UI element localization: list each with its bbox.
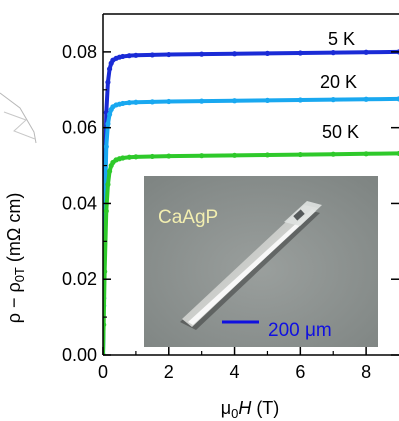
data-point: [264, 152, 271, 158]
x-tick-label: 8: [361, 362, 371, 382]
series-layer: [103, 49, 399, 355]
crystal-photo-inset: CaAgP 200 μm: [144, 176, 378, 347]
data-point: [126, 53, 132, 59]
series-line: [103, 49, 399, 355]
data-point: [330, 97, 336, 103]
data-point: [231, 152, 238, 158]
data-point: [133, 154, 139, 160]
data-point: [105, 181, 111, 188]
data-point: [396, 150, 399, 157]
y-tick-label: 0.00: [62, 345, 97, 365]
curve-label-50k: 50 K: [322, 122, 359, 142]
series-20k: [103, 96, 399, 355]
y-tick-label: 0.04: [62, 193, 97, 213]
scale-bar-label: 200 μm: [268, 320, 332, 341]
data-point: [149, 153, 155, 160]
x-tick-label: 2: [164, 362, 174, 382]
data-point: [106, 168, 113, 174]
data-point: [363, 96, 369, 102]
data-point: [199, 98, 205, 104]
data-point: [330, 50, 336, 56]
data-point: [103, 269, 108, 275]
data-point: [166, 98, 172, 105]
x-tick-label: 6: [295, 362, 305, 382]
data-point: [133, 52, 139, 58]
data-point: [297, 151, 303, 158]
data-point: [103, 208, 109, 214]
adjacent-panel-fragment: [0, 92, 37, 144]
data-point: [297, 97, 303, 103]
curve-label-20k: 20 K: [320, 72, 357, 92]
data-point: [103, 322, 107, 328]
data-point: [199, 153, 205, 159]
data-point: [166, 51, 172, 58]
y-axis-title: ρ − ρ0T (mΩ cm): [4, 193, 27, 324]
ticks-layer: 0 2 4 6 8 0.00 0.02 0.04 0.06 0.08: [62, 42, 399, 382]
x-tick-label: 4: [230, 362, 240, 382]
series-line: [103, 96, 399, 355]
inset-material-label: CaAgP: [158, 207, 218, 228]
data-point: [133, 99, 139, 105]
series-line: [103, 151, 399, 355]
data-point: [264, 97, 271, 103]
data-point: [396, 96, 399, 102]
data-point: [231, 51, 238, 57]
data-point: [264, 50, 271, 57]
data-point: [363, 49, 369, 55]
data-point: [363, 151, 369, 157]
data-point: [120, 155, 126, 161]
data-point: [149, 52, 155, 58]
y-tick-label: 0.08: [62, 42, 97, 62]
data-point: [199, 51, 205, 57]
y-tick-label: 0.06: [62, 118, 97, 138]
curve-label-5k: 5 K: [328, 29, 355, 49]
data-point: [166, 153, 172, 159]
data-point: [106, 111, 113, 118]
data-point: [231, 98, 238, 104]
data-point: [103, 144, 109, 150]
data-point: [330, 151, 336, 157]
series-50k: [103, 150, 399, 355]
data-point: [149, 99, 155, 105]
data-point: [105, 121, 111, 127]
data-point: [106, 66, 113, 72]
data-point: [120, 53, 126, 60]
data-point: [126, 154, 132, 160]
data-point: [126, 100, 132, 106]
crystal-image: [180, 201, 322, 330]
data-point: [297, 50, 303, 56]
x-tick-label: 0: [98, 362, 108, 382]
data-point: [105, 79, 111, 85]
x-axis-title: μ0H (T): [221, 398, 280, 421]
data-point: [120, 100, 126, 107]
y-tick-label: 0.02: [62, 269, 97, 289]
